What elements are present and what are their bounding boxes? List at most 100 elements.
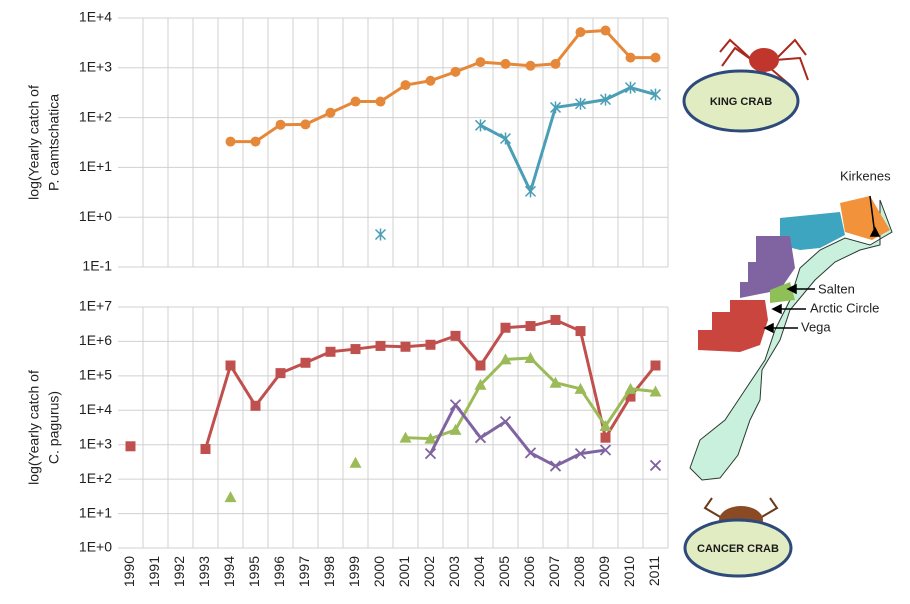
marker: [475, 57, 486, 68]
marker: [649, 88, 662, 101]
marker: [550, 58, 561, 69]
marker: [549, 101, 562, 114]
marker: [375, 96, 386, 107]
marker: [549, 376, 562, 388]
marker: [474, 432, 487, 444]
x-tick-label: 1996: [271, 556, 287, 587]
y-tick-label: 1E+1: [79, 504, 112, 520]
y-tick-label: 1E+5: [79, 367, 112, 383]
marker: [425, 75, 436, 86]
marker: [350, 96, 361, 107]
x-tick-label: 2010: [621, 556, 637, 587]
marker: [625, 52, 636, 63]
x-tick-label: 1993: [196, 556, 212, 587]
marker: [649, 459, 662, 472]
y-tick-label: 1E+2: [79, 470, 112, 486]
x-tick-label: 1990: [121, 556, 137, 587]
x-tick-label: 2000: [371, 556, 387, 587]
marker: [225, 360, 236, 371]
y-tick-label: 1E+1: [79, 158, 112, 174]
marker: [624, 81, 637, 94]
marker: [300, 357, 311, 368]
king-crab-label: KING CRAB: [710, 96, 772, 108]
x-tick-label: 2002: [421, 556, 437, 587]
marker: [225, 136, 236, 147]
series-line: [479, 86, 656, 193]
x-tick-label: 1997: [296, 556, 312, 587]
y-axis-label: P. camtschatica: [46, 94, 62, 191]
marker: [275, 368, 286, 379]
marker: [125, 441, 136, 452]
x-tick-label: 2007: [546, 556, 562, 587]
marker: [325, 346, 336, 357]
y-tick-label: 1E-1: [82, 258, 112, 274]
marker: [500, 322, 511, 333]
y-tick-label: 1E+3: [79, 435, 112, 451]
marker: [650, 52, 661, 63]
x-tick-label: 1999: [346, 556, 362, 587]
x-tick-label: 2006: [521, 556, 537, 587]
marker: [224, 491, 237, 503]
marker: [525, 60, 536, 71]
marker: [625, 391, 636, 402]
y-tick-label: 1E+2: [79, 108, 112, 124]
x-tick-label: 2004: [471, 556, 487, 587]
marker: [450, 330, 461, 341]
marker: [474, 378, 487, 390]
marker: [275, 119, 286, 130]
marker: [500, 58, 511, 69]
y-axis-label: C. pagurus): [46, 391, 62, 464]
marker: [600, 25, 611, 36]
marker: [599, 444, 612, 456]
marker: [475, 360, 486, 371]
x-tick-label: 2009: [596, 556, 612, 587]
y-tick-label: 1E+6: [79, 332, 112, 348]
marker: [350, 344, 361, 355]
marker: [474, 119, 487, 132]
marker: [374, 228, 387, 241]
marker: [424, 432, 437, 444]
x-tick-label: 1992: [171, 556, 187, 587]
marker: [549, 460, 562, 472]
marker: [349, 456, 362, 468]
map-label: Salten: [818, 281, 855, 296]
marker: [574, 448, 587, 460]
cancer-crab-label: CANCER CRAB: [697, 543, 779, 555]
x-tick-label: 2003: [446, 556, 462, 587]
marker: [449, 423, 462, 435]
marker: [400, 341, 411, 352]
map-label: Vega: [801, 319, 831, 334]
x-tick-label: 1998: [321, 556, 337, 587]
x-tick-label: 1991: [146, 556, 162, 587]
king-crab-badge: [682, 69, 800, 133]
marker: [575, 27, 586, 38]
marker: [300, 119, 311, 130]
marker: [400, 80, 411, 91]
marker: [325, 107, 336, 118]
x-tick-label: 2001: [396, 556, 412, 587]
y-tick-label: 1E+3: [79, 59, 112, 75]
map-label: Arctic Circle: [810, 300, 879, 315]
marker: [550, 314, 561, 325]
marker: [649, 385, 662, 397]
marker: [425, 339, 436, 350]
marker: [375, 340, 386, 351]
marker: [200, 444, 211, 455]
x-tick-label: 2011: [646, 556, 662, 586]
x-tick-label: 1995: [246, 556, 262, 587]
norway-map: [689, 195, 893, 481]
x-tick-label: 2005: [496, 556, 512, 587]
series-line: [204, 318, 657, 450]
marker: [449, 399, 462, 411]
marker: [250, 400, 261, 411]
cancer-crab-badge: [683, 518, 793, 578]
y-axis-label: log(Yearly catch of: [26, 85, 42, 200]
y-axis-label: log(Yearly catch of: [26, 370, 42, 485]
y-tick-label: 1E+7: [79, 298, 112, 314]
x-tick-label: 1994: [221, 556, 237, 587]
y-tick-label: 1E+0: [79, 208, 112, 224]
y-tick-label: 1E+4: [79, 401, 112, 417]
marker: [424, 448, 437, 460]
marker: [599, 93, 612, 106]
